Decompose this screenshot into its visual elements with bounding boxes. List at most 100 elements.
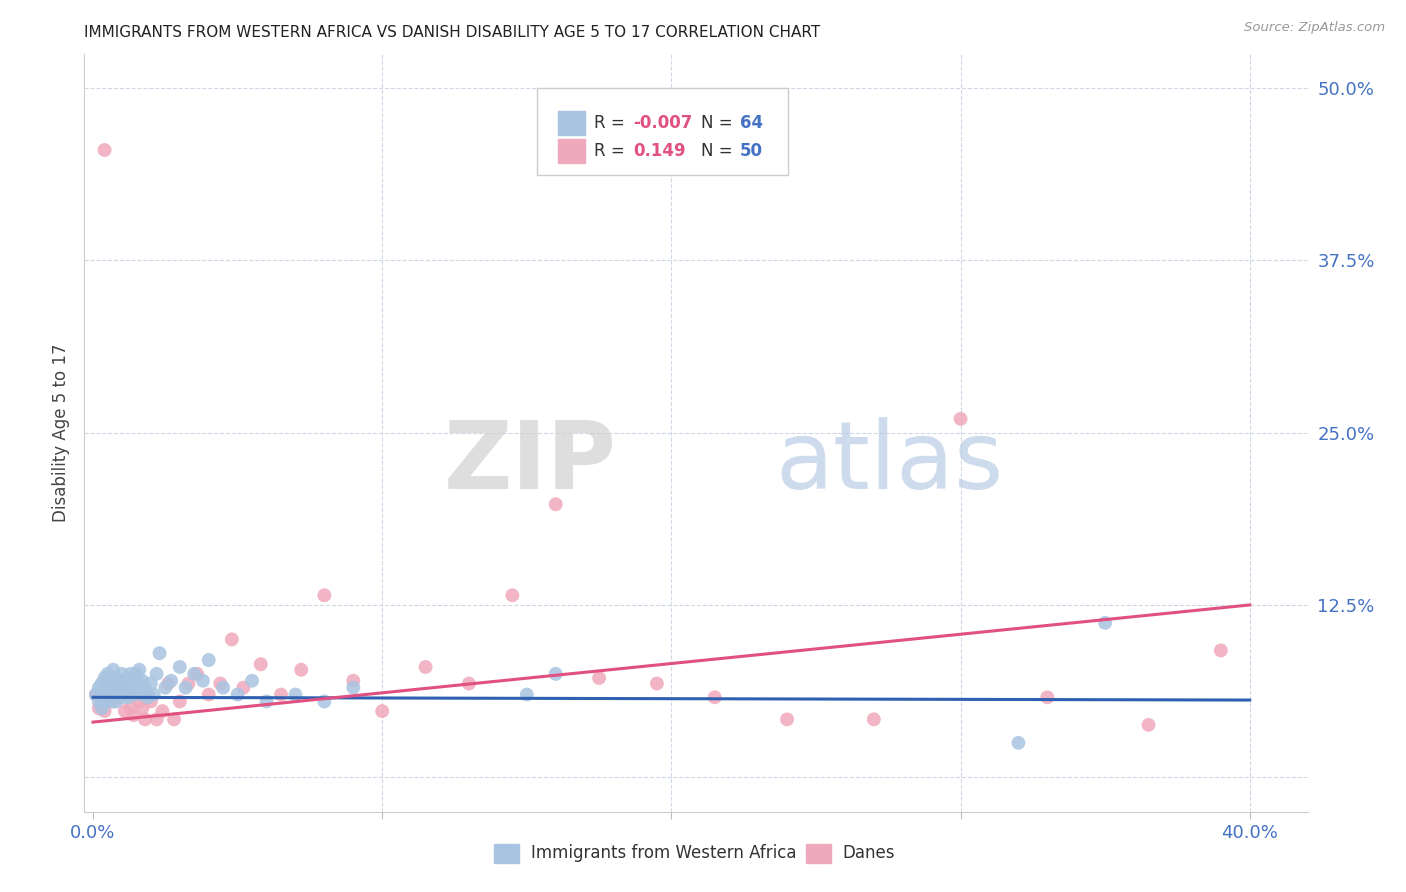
- Point: [100, 685, 122, 699]
- Point: [1094, 615, 1116, 630]
- Point: [139, 676, 162, 690]
- Point: [136, 688, 159, 702]
- Point: [134, 681, 156, 695]
- Point: [169, 694, 191, 708]
- Point: [128, 694, 150, 708]
- Point: [342, 673, 364, 688]
- Point: [122, 671, 145, 685]
- Text: R =: R =: [595, 142, 630, 161]
- Point: [117, 688, 139, 702]
- Bar: [558, 139, 585, 163]
- Point: [125, 671, 148, 685]
- Point: [516, 688, 538, 702]
- Point: [105, 681, 128, 695]
- Text: Source: ZipAtlas.com: Source: ZipAtlas.com: [1244, 21, 1385, 34]
- Point: [270, 688, 292, 702]
- Point: [111, 690, 134, 705]
- Text: atlas: atlas: [776, 417, 1004, 509]
- Point: [232, 681, 254, 695]
- Point: [90, 701, 112, 715]
- Point: [136, 690, 159, 705]
- Point: [1137, 718, 1160, 732]
- Point: [128, 663, 150, 677]
- Point: [96, 666, 118, 681]
- Point: [114, 704, 136, 718]
- Point: [96, 690, 118, 705]
- Point: [96, 676, 118, 690]
- Text: R =: R =: [595, 114, 630, 132]
- Point: [186, 666, 208, 681]
- Point: [103, 676, 125, 690]
- Point: [84, 688, 107, 702]
- Point: [174, 681, 197, 695]
- Point: [152, 704, 174, 718]
- Point: [142, 688, 165, 702]
- Point: [221, 632, 243, 647]
- Point: [90, 676, 112, 690]
- Point: [249, 657, 271, 672]
- Point: [256, 694, 278, 708]
- Point: [314, 694, 336, 708]
- Bar: [558, 112, 585, 136]
- Text: 0.149: 0.149: [634, 142, 686, 161]
- Point: [209, 676, 232, 690]
- Point: [105, 694, 128, 708]
- Point: [1209, 643, 1232, 657]
- Point: [163, 712, 186, 726]
- Point: [342, 681, 364, 695]
- Point: [105, 681, 128, 695]
- Text: IMMIGRANTS FROM WESTERN AFRICA VS DANISH DISABILITY AGE 5 TO 17 CORRELATION CHAR: IMMIGRANTS FROM WESTERN AFRICA VS DANISH…: [84, 25, 821, 40]
- Point: [93, 681, 115, 695]
- Point: [128, 676, 150, 690]
- Point: [197, 688, 219, 702]
- Point: [114, 673, 136, 688]
- Point: [103, 694, 125, 708]
- Point: [93, 694, 115, 708]
- Point: [949, 412, 972, 426]
- Point: [131, 673, 153, 688]
- Point: [415, 660, 437, 674]
- Point: [284, 688, 307, 702]
- Point: [90, 690, 112, 705]
- Point: [87, 681, 110, 695]
- Point: [862, 712, 884, 726]
- Point: [122, 688, 145, 702]
- Point: [111, 666, 134, 681]
- Point: [197, 653, 219, 667]
- Point: [108, 690, 131, 705]
- Point: [87, 694, 110, 708]
- Point: [169, 660, 191, 674]
- Text: 64: 64: [740, 114, 763, 132]
- Point: [125, 681, 148, 695]
- Point: [371, 704, 394, 718]
- Point: [131, 688, 153, 702]
- Point: [93, 704, 115, 718]
- Point: [776, 712, 799, 726]
- Point: [108, 688, 131, 702]
- Point: [111, 681, 134, 695]
- Point: [90, 688, 112, 702]
- Point: [100, 694, 122, 708]
- Text: N =: N =: [700, 114, 738, 132]
- Point: [114, 685, 136, 699]
- Point: [160, 673, 183, 688]
- FancyBboxPatch shape: [537, 87, 787, 175]
- Point: [96, 676, 118, 690]
- Point: [157, 676, 180, 690]
- Point: [100, 673, 122, 688]
- Point: [501, 588, 523, 602]
- Point: [93, 671, 115, 685]
- Point: [145, 666, 167, 681]
- Point: [125, 666, 148, 681]
- Point: [240, 673, 263, 688]
- Point: [212, 681, 235, 695]
- Text: ZIP: ZIP: [443, 417, 616, 509]
- Point: [148, 646, 170, 660]
- Point: [103, 688, 125, 702]
- Bar: [806, 844, 831, 863]
- Point: [1036, 690, 1059, 705]
- Point: [120, 681, 142, 695]
- Point: [111, 673, 134, 688]
- Point: [703, 690, 725, 705]
- Point: [314, 588, 336, 602]
